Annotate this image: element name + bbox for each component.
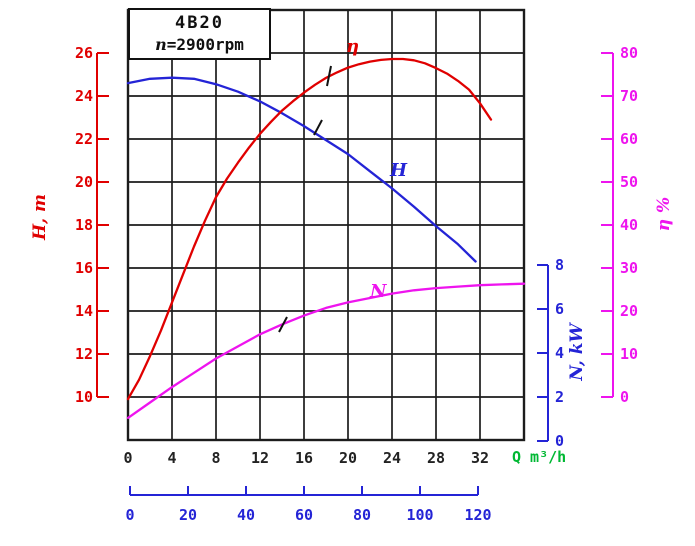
- speed-value: =2900rpm: [166, 34, 244, 54]
- svg-text:0: 0: [620, 388, 629, 406]
- head-axis-label: H, m: [30, 194, 50, 240]
- svg-text:0: 0: [123, 449, 132, 467]
- svg-text:16: 16: [295, 449, 313, 467]
- svg-text:22: 22: [75, 130, 93, 148]
- efficiency-axis-label: η %: [654, 196, 674, 232]
- flow-axis-secondary: 0 20 40 60 80 100 120: [125, 486, 492, 524]
- svg-text:24: 24: [75, 87, 93, 105]
- svg-text:120: 120: [464, 506, 491, 524]
- svg-text:50: 50: [620, 173, 638, 191]
- svg-text:26: 26: [75, 44, 93, 62]
- svg-text:60: 60: [620, 130, 638, 148]
- svg-text:80: 80: [353, 506, 371, 524]
- svg-text:40: 40: [620, 216, 638, 234]
- head-axis: 26 24 22 20 18 16 14 12 10: [75, 44, 109, 406]
- svg-text:80: 80: [620, 44, 638, 62]
- efficiency-curve: [126, 57, 493, 401]
- svg-text:14: 14: [75, 302, 93, 320]
- svg-text:30: 30: [620, 259, 638, 277]
- svg-text:18: 18: [75, 216, 93, 234]
- grid: [126, 8, 526, 442]
- svg-text:32: 32: [471, 449, 489, 467]
- svg-text:100: 100: [406, 506, 433, 524]
- flow-axis-ticks: 0 4 8 12 16 20 24 28 32: [123, 449, 489, 467]
- power-axis-label: N, kW: [567, 323, 587, 381]
- svg-text:16: 16: [75, 259, 93, 277]
- pump-speed: n=2900rpm: [155, 35, 244, 55]
- svg-text:20: 20: [75, 173, 93, 191]
- efficiency-axis: 80 70 60 50 40 30 20 10 0: [601, 44, 638, 406]
- svg-text:20: 20: [179, 506, 197, 524]
- head-curve: [126, 76, 477, 263]
- power-axis: 8 6 4 2 0: [537, 256, 564, 450]
- speed-variable: n: [155, 34, 167, 54]
- head-curve-label: H: [389, 160, 408, 181]
- svg-text:2: 2: [555, 388, 564, 406]
- svg-text:60: 60: [295, 506, 313, 524]
- svg-text:4: 4: [555, 344, 564, 362]
- power-curve: [126, 282, 526, 420]
- svg-text:20: 20: [620, 302, 638, 320]
- svg-text:12: 12: [251, 449, 269, 467]
- svg-text:10: 10: [75, 388, 93, 406]
- svg-text:0: 0: [125, 506, 134, 524]
- svg-text:6: 6: [555, 300, 564, 318]
- svg-text:20: 20: [339, 449, 357, 467]
- svg-text:10: 10: [620, 345, 638, 363]
- svg-text:28: 28: [427, 449, 445, 467]
- svg-text:0: 0: [555, 432, 564, 450]
- power-curve-label: N: [369, 281, 388, 302]
- pump-model: 4B20: [175, 13, 224, 34]
- operating-point-marks: [278, 65, 332, 333]
- svg-text:24: 24: [383, 449, 401, 467]
- efficiency-curve-label: η: [346, 36, 359, 57]
- svg-text:12: 12: [75, 345, 93, 363]
- svg-text:40: 40: [237, 506, 255, 524]
- svg-text:8: 8: [211, 449, 220, 467]
- svg-text:8: 8: [555, 256, 564, 274]
- svg-text:70: 70: [620, 87, 638, 105]
- flow-axis-label: Q m³/h: [512, 448, 567, 466]
- title-box: 4B20 n=2900rpm: [128, 8, 271, 60]
- svg-text:4: 4: [167, 449, 176, 467]
